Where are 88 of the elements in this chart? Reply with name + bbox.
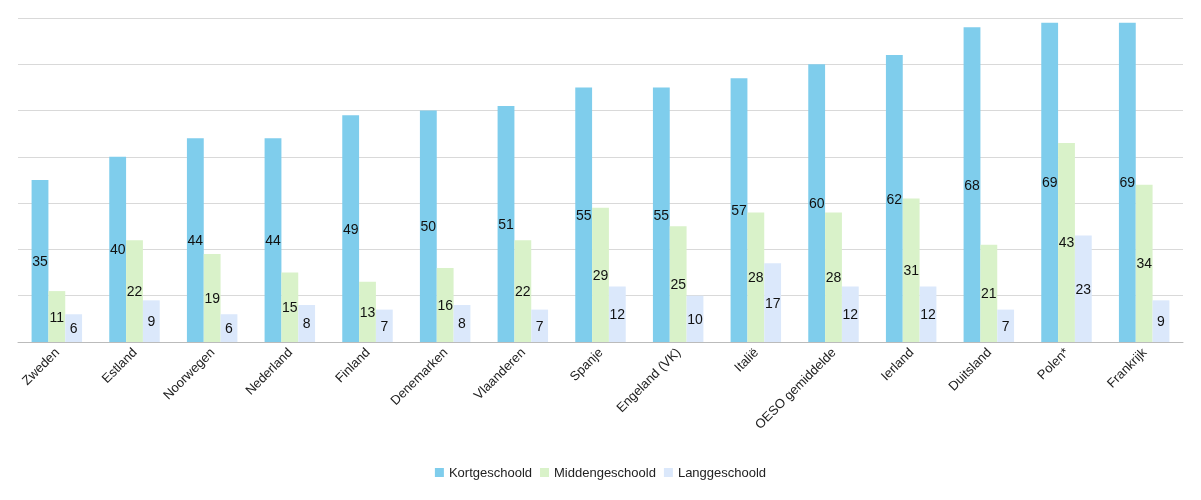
- data-label: 17: [764, 294, 781, 311]
- bar: [608, 286, 626, 342]
- data-label: 62: [886, 190, 903, 207]
- bar: [281, 272, 299, 342]
- bar: [730, 78, 748, 342]
- data-label: 9: [147, 313, 156, 330]
- bar: [65, 314, 83, 342]
- bar: [902, 198, 920, 342]
- bar: [1041, 22, 1059, 342]
- data-label: 16: [437, 296, 454, 313]
- bar: [298, 304, 316, 342]
- data-label: 44: [265, 232, 281, 249]
- data-label: 7: [1001, 317, 1010, 334]
- data-label: 22: [515, 283, 531, 300]
- data-label: 6: [225, 320, 234, 337]
- bar: [1135, 184, 1153, 342]
- legend-label: Kortgeschoold: [448, 465, 533, 480]
- data-label: 10: [687, 310, 703, 327]
- data-label: 19: [204, 290, 221, 307]
- bar: [592, 207, 609, 342]
- bar: [142, 300, 160, 342]
- bar: [997, 309, 1015, 342]
- data-label: 55: [575, 206, 592, 223]
- bar: [109, 156, 127, 342]
- data-label: 28: [748, 269, 764, 286]
- data-label: 21: [981, 285, 997, 302]
- bar: [764, 263, 782, 342]
- bar: [186, 138, 204, 342]
- bar: [514, 240, 532, 342]
- data-label: 7: [380, 317, 389, 334]
- data-label: 25: [670, 276, 687, 293]
- data-label: 8: [458, 315, 467, 332]
- bar: [963, 27, 981, 342]
- data-label: 55: [653, 206, 670, 223]
- bar: [1058, 142, 1075, 342]
- data-label: 51: [498, 215, 514, 232]
- data-label: 44: [187, 232, 204, 249]
- data-label: 13: [359, 303, 376, 320]
- data-label: 40: [109, 241, 126, 258]
- data-label: 69: [1119, 174, 1136, 191]
- data-label: 49: [342, 220, 359, 237]
- bar: [885, 55, 903, 342]
- data-label: 34: [1136, 255, 1153, 272]
- bar: [48, 291, 66, 342]
- legend-label: Langgeschoold: [677, 465, 767, 480]
- bar: [531, 309, 549, 342]
- bar: [747, 212, 765, 342]
- bar: [841, 286, 859, 342]
- data-label: 43: [1058, 234, 1075, 251]
- data-label: 9: [1157, 313, 1166, 330]
- bar: [575, 87, 593, 342]
- data-label: 57: [731, 202, 747, 219]
- bar: [342, 115, 360, 342]
- bar: [359, 281, 376, 342]
- bar: [375, 309, 393, 342]
- legend-label: Middengeschoold: [554, 465, 656, 480]
- bar: [825, 212, 842, 342]
- data-label: 69: [1041, 174, 1058, 191]
- bar: [126, 240, 143, 342]
- data-label: 31: [903, 262, 920, 279]
- data-label: 68: [964, 176, 980, 193]
- bar: [497, 105, 515, 342]
- bar: [669, 226, 687, 342]
- data-label: 12: [842, 306, 859, 323]
- data-label: 15: [282, 299, 298, 316]
- data-label: 35: [32, 253, 48, 269]
- data-label: 29: [592, 266, 609, 283]
- data-label: 12: [920, 306, 936, 323]
- data-label: 23: [1075, 280, 1092, 297]
- bar: [203, 254, 221, 342]
- bar: [1074, 235, 1092, 342]
- data-label: 22: [126, 283, 143, 300]
- bar: [980, 244, 998, 342]
- data-label: 6: [69, 320, 78, 337]
- data-label: 50: [420, 218, 437, 235]
- data-label: 8: [302, 315, 311, 332]
- bar: [436, 267, 454, 342]
- data-label: 7: [535, 317, 544, 334]
- bar: [264, 138, 282, 342]
- data-label: 28: [825, 269, 842, 286]
- data-label: 11: [49, 308, 65, 325]
- bar: [419, 110, 437, 342]
- bar: [31, 180, 49, 342]
- bar: [808, 64, 826, 342]
- bar: [652, 87, 670, 342]
- bar: [1118, 22, 1136, 342]
- data-label: 60: [808, 195, 825, 212]
- data-label: 12: [609, 306, 626, 323]
